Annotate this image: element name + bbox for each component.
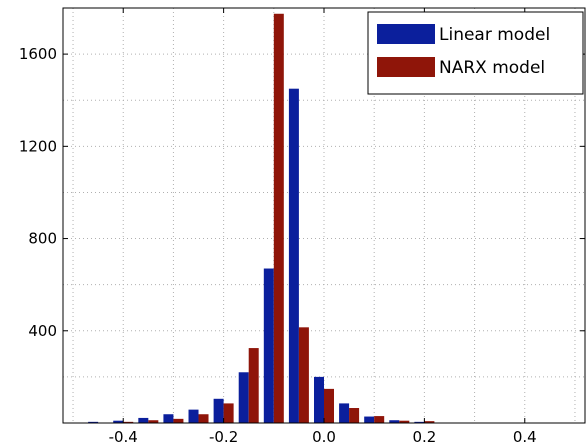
legend-swatch <box>377 24 435 44</box>
bar-linear <box>288 88 299 423</box>
x-tick-label: -0.2 <box>209 428 238 446</box>
bar-narx <box>424 421 435 423</box>
bar-narx <box>148 420 159 423</box>
bar-linear <box>238 372 249 423</box>
bars <box>88 13 435 424</box>
x-tick-label: -0.4 <box>109 428 138 446</box>
legend-label: NARX model <box>439 58 545 78</box>
bar-linear <box>138 417 149 423</box>
x-tick-label: 0.2 <box>412 428 436 446</box>
y-tick-label: 400 <box>28 322 57 340</box>
bar-linear <box>88 421 99 423</box>
bar-linear <box>113 420 124 423</box>
bar-narx <box>273 13 284 424</box>
bar-narx <box>123 421 134 423</box>
bar-linear <box>213 398 224 423</box>
bar-linear <box>314 376 324 423</box>
y-tick-label: 800 <box>28 230 57 248</box>
legend-label: Linear model <box>439 25 550 45</box>
legend: Linear model NARX model <box>367 11 584 95</box>
x-tick-label: 0.4 <box>513 428 537 446</box>
bar-linear <box>414 421 425 423</box>
bar-narx <box>198 414 209 423</box>
bar-linear <box>188 409 199 423</box>
bar-linear <box>339 403 350 423</box>
bar-narx <box>223 403 234 423</box>
bar-narx <box>298 327 309 423</box>
y-tick-label: 1600 <box>19 45 57 63</box>
bar-narx <box>349 408 360 423</box>
bar-narx <box>173 418 184 423</box>
bar-narx <box>374 416 385 423</box>
axis-ticks: -0.4 -0.2 0.0 0.2 0.4 400 800 1200 1600 <box>19 8 585 446</box>
bar-narx <box>248 348 259 423</box>
legend-swatch <box>377 57 435 77</box>
x-tick-label: 0.0 <box>312 428 336 446</box>
bar-linear <box>163 414 174 423</box>
bar-linear <box>364 416 375 423</box>
bar-linear <box>263 268 274 423</box>
bar-narx <box>399 420 410 423</box>
bar-narx <box>324 388 334 423</box>
y-tick-label: 1200 <box>19 137 57 155</box>
bar-linear <box>389 420 400 423</box>
